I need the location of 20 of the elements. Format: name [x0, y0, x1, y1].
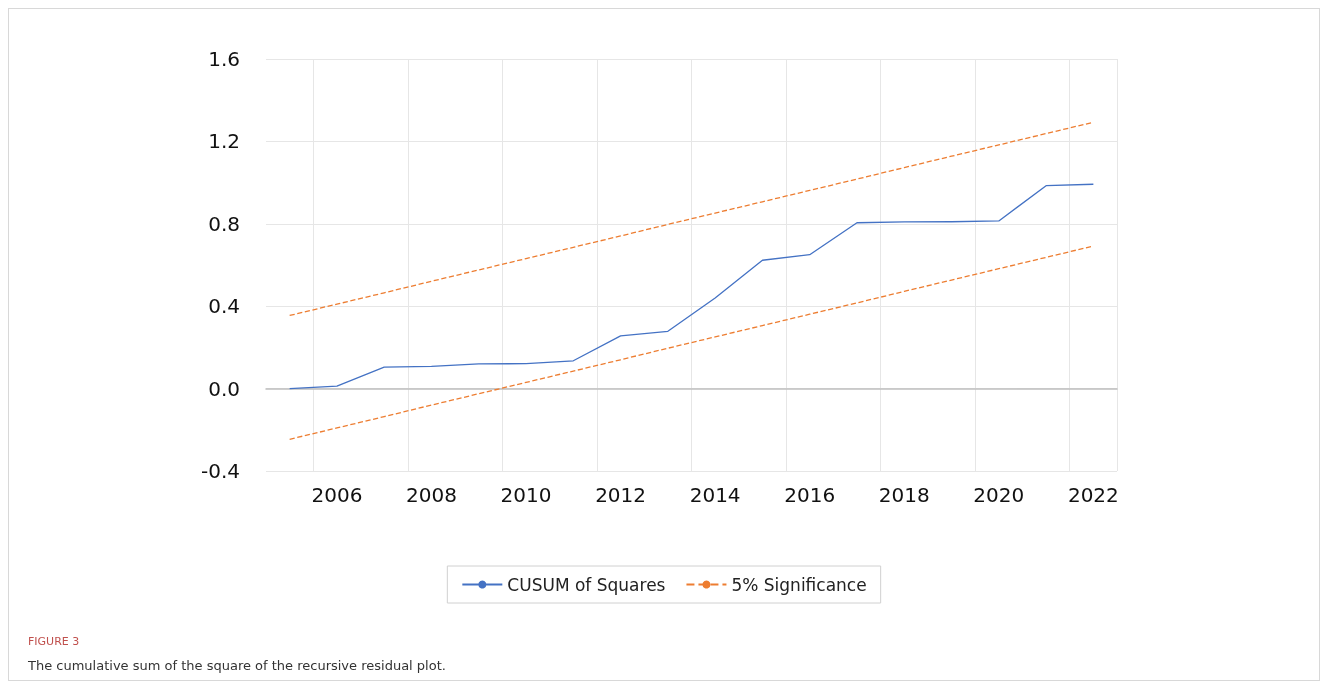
- x-tick-label: 2016: [784, 483, 836, 507]
- legend-label: 5% Significance: [731, 574, 867, 595]
- x-tick-label: 2018: [878, 483, 930, 507]
- x-tick-label: 2010: [500, 483, 552, 507]
- y-tick-label: 0.4: [208, 294, 240, 319]
- text: FIGURE 3: [28, 635, 80, 648]
- x-tick-label: 2022: [1067, 483, 1119, 507]
- y-tick-label: 0.0: [208, 376, 240, 401]
- x-tick-label: 2008: [406, 483, 457, 507]
- y-tick-label: 0.8: [208, 211, 240, 236]
- x-tick-label: 2012: [595, 483, 647, 507]
- y-tick-label: 1.6: [208, 47, 240, 71]
- x-tick-label: 2020: [973, 483, 1025, 507]
- x-tick-label: 2006: [311, 483, 363, 507]
- y-tick-label: -0.4: [200, 459, 240, 483]
- y-tick-label: 1.2: [208, 129, 240, 154]
- line-series: [288, 183, 1095, 390]
- text: The cumulative sum of the square of the recursive residual plot.: [27, 658, 446, 673]
- legend-label: CUSUM of Squares: [507, 574, 666, 595]
- x-tick-label: 2014: [689, 483, 741, 507]
